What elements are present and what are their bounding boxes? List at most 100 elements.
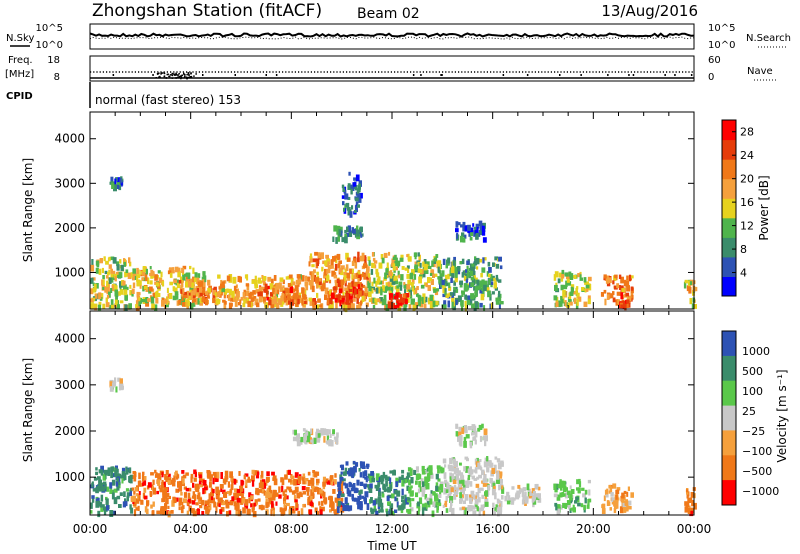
velocity-panel-cell [404, 479, 408, 483]
power-panel-cell [568, 281, 572, 286]
velocity-panel-cell [296, 439, 301, 447]
power-panel-cell [487, 290, 491, 298]
velocity-panel-cell [164, 488, 168, 495]
power-panel-cell [340, 265, 345, 270]
power-panel-cell [404, 267, 408, 271]
velocity-panel-cell [582, 493, 586, 498]
velocity-panel-cell [621, 499, 625, 506]
power-colorbar-swatch [722, 256, 736, 277]
velocity-panel-cell [334, 497, 339, 503]
power-panel-cell [161, 280, 165, 287]
power-panel-cell [455, 228, 459, 233]
velocity-panel-cell [131, 487, 135, 491]
velocity-panel-cell [346, 487, 350, 494]
velocity-panel-cell [268, 498, 271, 504]
power-panel-cell [116, 304, 120, 310]
power-panel-cell [226, 288, 229, 293]
velocity-panel-cell [467, 474, 471, 480]
velocity-panel-cell [104, 483, 107, 490]
velocity-panel-cell [329, 509, 332, 513]
velocity-panel-cell [220, 507, 225, 512]
power-panel-cell [182, 273, 186, 281]
power-panel-cell [220, 283, 223, 289]
velocity-panel-cell [382, 484, 386, 491]
velocity-panel-cell [455, 467, 459, 474]
power-panel-cell [587, 295, 591, 299]
velocity-panel-cell [331, 501, 335, 507]
time-xlabel: Time UT [366, 539, 417, 553]
power-panel-cell [115, 177, 118, 182]
power-panel-cell [320, 285, 324, 292]
power-panel-cell [194, 272, 198, 278]
freq-speckle [526, 74, 529, 76]
power-panel-cell [473, 285, 476, 291]
velocity-panel-cell [480, 467, 483, 471]
power-panel-cell [124, 294, 128, 301]
power-panel-cell [382, 298, 387, 305]
velocity-panel-cell [152, 479, 155, 485]
power-panel-cell [207, 292, 210, 298]
power-panel-cell [145, 287, 150, 292]
velocity-panel-cell [273, 478, 278, 486]
power-panel-cell [630, 275, 634, 279]
power-panel-cell [274, 292, 277, 298]
velocity-panel-cell [112, 382, 115, 388]
velocity-panel-cell [242, 507, 246, 514]
velocity-panel-cell [310, 428, 313, 434]
freq-speckle [185, 76, 188, 79]
power-panel-cell [494, 287, 498, 291]
power-panel-cell [221, 285, 226, 293]
velocity-panel-cell [309, 501, 314, 507]
power-panel-cell [258, 296, 263, 303]
power-panel-cell [328, 265, 331, 269]
power-panel-cell [311, 285, 315, 293]
velocity-panel-cell [195, 502, 199, 506]
velocity-panel-cell [467, 505, 472, 512]
power-colorbar-tick-label: 8 [740, 243, 747, 256]
power-panel-cell [236, 288, 239, 292]
velocity-panel-cell [228, 502, 232, 506]
power-panel-cell [479, 302, 483, 308]
velocity-panel-cell [438, 502, 442, 507]
power-panel-cell [333, 289, 336, 295]
power-panel-cell [347, 225, 351, 233]
velocity-panel-cell [292, 436, 297, 442]
velocity-panel-cell [288, 509, 291, 516]
power-panel-cell [289, 286, 293, 293]
velocity-panel-cell [477, 487, 481, 494]
velocity-panel-cell [450, 478, 454, 482]
power-panel-cell [164, 298, 168, 304]
power-panel-cell [350, 184, 353, 188]
velocity-panel-cell [690, 492, 695, 498]
velocity-panel-cell [455, 431, 459, 437]
velocity-panel-cell [235, 511, 239, 516]
power-panel-cell [430, 279, 434, 285]
velocity-panel-cell [401, 495, 405, 499]
noise-tick-high: 10^5 [36, 23, 63, 34]
power-panel-cell [471, 263, 475, 267]
velocity-panel-cell [457, 431, 462, 437]
power-panel-cell [119, 300, 124, 304]
velocity-panel-cell [323, 436, 326, 443]
power-panel-cell [169, 281, 173, 286]
power-panel-cell [110, 268, 113, 274]
power-panel-cell [233, 285, 237, 292]
velocity-panel-cell [253, 502, 256, 507]
velocity-panel-cell [476, 457, 479, 463]
velocity-panel-cell [181, 470, 185, 474]
velocity-panel-cell [212, 471, 217, 476]
power-panel-cell [266, 296, 269, 301]
velocity-panel-cell [339, 477, 342, 484]
velocity-panel-cell [492, 502, 495, 509]
power-panel-cell [344, 268, 347, 274]
velocity-panel-cell [296, 493, 301, 499]
velocity-panel-cell [426, 497, 430, 505]
power-panel-cell [469, 270, 474, 277]
velocity-panel-cell [429, 494, 433, 499]
power-panel-cell [108, 264, 112, 269]
power-panel-cell [412, 287, 415, 292]
velocity-panel-cell [559, 492, 563, 498]
velocity-panel-cell [337, 487, 341, 491]
velocity-panel-cell [329, 500, 333, 506]
velocity-panel-cell [622, 502, 627, 508]
